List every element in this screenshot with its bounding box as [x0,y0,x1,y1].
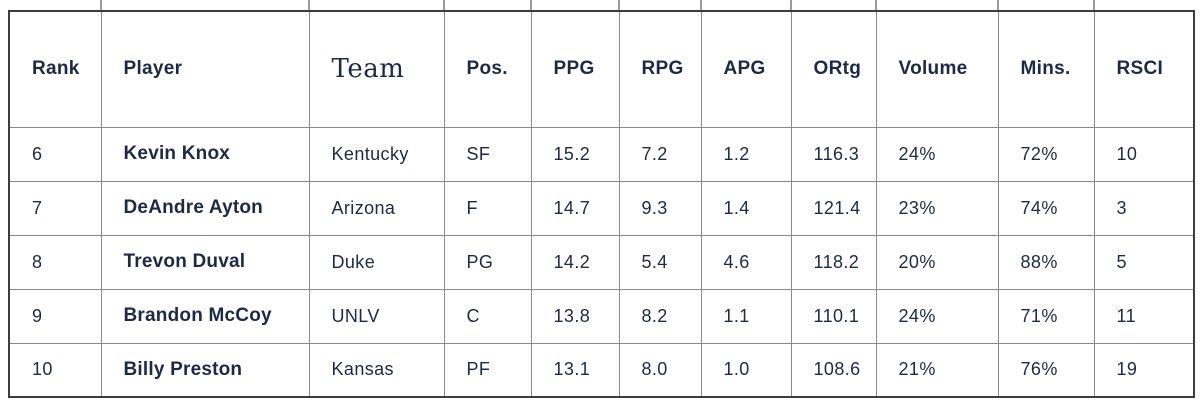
cell-apg: 4.6 [700,234,792,290]
column-divider-remnant [308,0,310,11]
cell-volume: 23% [875,180,999,236]
cell-ppg: 15.2 [530,126,620,182]
cell-volume: 24% [875,126,999,182]
header-cell-mins: Mins. [997,10,1095,128]
cell-player: Kevin Knox [100,126,310,182]
cell-rsci: 11 [1093,288,1195,344]
table-body: 6 Kevin Knox Kentucky SF 15.2 7.2 1.2 11… [8,126,1195,398]
column-divider-remnant [618,0,620,11]
cell-team: Kentucky [308,126,445,182]
header-cell-player: Player [100,10,310,128]
cell-rank: 9 [8,288,102,344]
cell-volume: 20% [875,234,999,290]
cell-mins: 74% [997,180,1095,236]
cell-mins: 88% [997,234,1095,290]
cell-mins: 71% [997,288,1095,344]
cell-ortg: 121.4 [790,180,877,236]
cell-rank: 7 [8,180,102,236]
column-divider-remnant [1093,0,1095,11]
cell-ppg: 14.2 [530,234,620,290]
cell-rpg: 5.4 [618,234,702,290]
cell-pos: F [443,180,532,236]
cell-ortg: 116.3 [790,126,877,182]
cell-rsci: 10 [1093,126,1195,182]
cell-player: Trevon Duval [100,234,310,290]
cell-rank: 6 [8,126,102,182]
cell-apg: 1.1 [700,288,792,344]
cell-rpg: 7.2 [618,126,702,182]
header-cell-ortg: ORtg [790,10,877,128]
player-stats-table: Rank Player Team Pos. PPG RPG APG ORtg V… [8,10,1195,398]
cell-ortg: 118.2 [790,234,877,290]
cell-player: DeAndre Ayton [100,180,310,236]
cell-ppg: 13.1 [530,342,620,398]
header-cell-apg: APG [700,10,792,128]
table-header: Rank Player Team Pos. PPG RPG APG ORtg V… [8,10,1195,128]
cell-rsci: 3 [1093,180,1195,236]
cell-rank: 10 [8,342,102,398]
column-divider-remnant [997,0,999,11]
header-cell-team: Team [308,10,445,128]
header-row: Rank Player Team Pos. PPG RPG APG ORtg V… [8,10,1195,128]
cell-rsci: 5 [1093,234,1195,290]
table-row: 7 DeAndre Ayton Arizona F 14.7 9.3 1.4 1… [8,180,1195,236]
table-row: 8 Trevon Duval Duke PG 14.2 5.4 4.6 118.… [8,234,1195,290]
cell-team: UNLV [308,288,445,344]
cell-volume: 21% [875,342,999,398]
header-cell-volume: Volume [875,10,999,128]
cell-apg: 1.4 [700,180,792,236]
column-divider-remnant [790,0,792,11]
cell-mins: 72% [997,126,1095,182]
cell-rpg: 8.2 [618,288,702,344]
cell-player: Billy Preston [100,342,310,398]
cell-pos: SF [443,126,532,182]
header-cell-pos: Pos. [443,10,532,128]
cell-player: Brandon McCoy [100,288,310,344]
cell-ortg: 110.1 [790,288,877,344]
cell-rpg: 8.0 [618,342,702,398]
header-cell-ppg: PPG [530,10,620,128]
column-divider-remnant [443,0,445,11]
table-row: 9 Brandon McCoy UNLV C 13.8 8.2 1.1 110.… [8,288,1195,344]
header-cell-rsci: RSCI [1093,10,1195,128]
header-cell-rank: Rank [8,10,102,128]
cell-team: Duke [308,234,445,290]
column-divider-remnant [875,0,877,11]
cell-rpg: 9.3 [618,180,702,236]
cell-pos: PF [443,342,532,398]
cell-rank: 8 [8,234,102,290]
cell-apg: 1.0 [700,342,792,398]
table-row: 6 Kevin Knox Kentucky SF 15.2 7.2 1.2 11… [8,126,1195,182]
table-row: 10 Billy Preston Kansas PF 13.1 8.0 1.0 … [8,342,1195,398]
cell-rsci: 19 [1093,342,1195,398]
column-divider-remnant [700,0,702,11]
cell-apg: 1.2 [700,126,792,182]
cell-team: Arizona [308,180,445,236]
cell-mins: 76% [997,342,1095,398]
header-cell-rpg: RPG [618,10,702,128]
cell-pos: C [443,288,532,344]
column-divider-remnant [100,0,102,11]
cell-ppg: 13.8 [530,288,620,344]
cell-pos: PG [443,234,532,290]
cell-ppg: 14.7 [530,180,620,236]
cell-volume: 24% [875,288,999,344]
cell-team: Kansas [308,342,445,398]
column-divider-remnant [530,0,532,11]
cell-ortg: 108.6 [790,342,877,398]
